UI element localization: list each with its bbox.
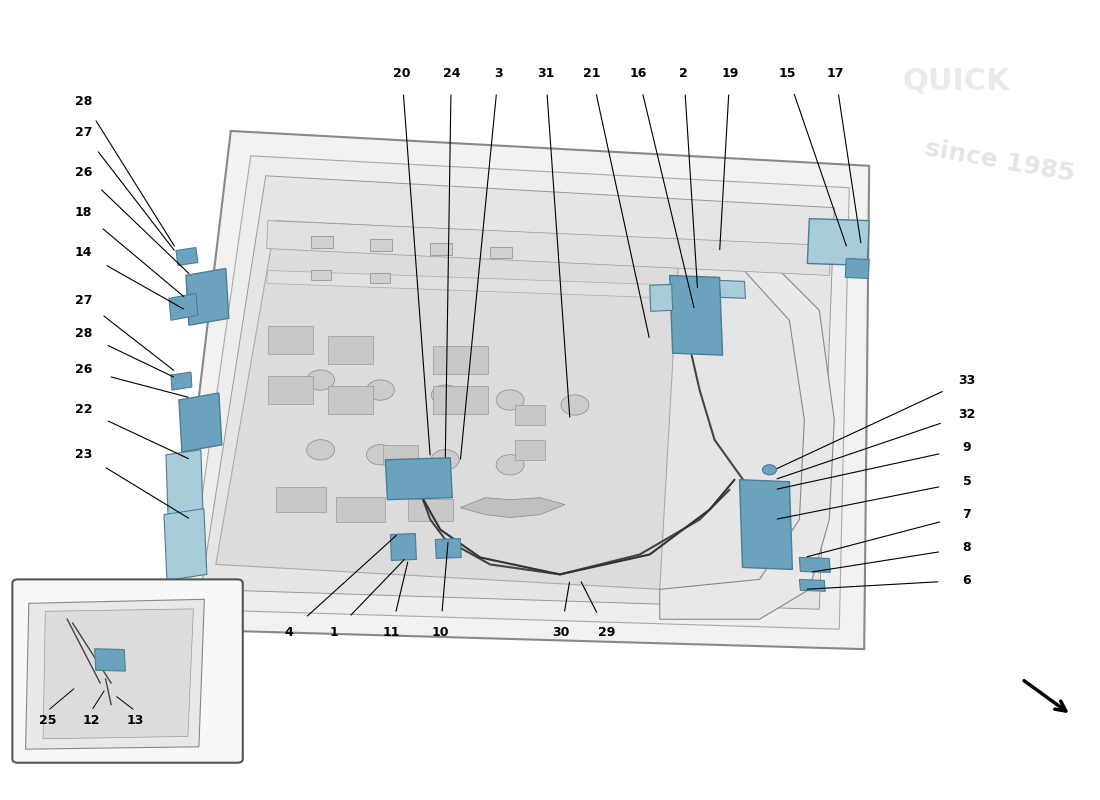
Circle shape [431,450,459,470]
Bar [310,235,332,247]
Text: 13: 13 [126,714,144,727]
Text: 27: 27 [75,294,92,307]
Bar [491,246,513,258]
Polygon shape [266,221,832,275]
Polygon shape [266,270,680,298]
Bar [432,386,487,414]
Text: 4: 4 [285,626,294,639]
Circle shape [496,454,524,475]
Text: 20: 20 [393,66,410,80]
Text: 18: 18 [75,206,92,219]
Text: 22: 22 [75,403,92,416]
Text: 11: 11 [382,626,399,639]
FancyBboxPatch shape [12,579,243,762]
Bar [268,326,313,354]
Polygon shape [170,372,191,390]
Circle shape [366,380,395,400]
Polygon shape [807,218,869,266]
Text: 3: 3 [494,66,503,80]
Text: 28: 28 [75,327,92,340]
Bar [515,405,544,425]
Text: 2: 2 [680,66,689,80]
Text: 12: 12 [82,714,100,727]
Bar [371,274,390,283]
Text: 33: 33 [958,374,976,386]
Text: 6: 6 [962,574,971,586]
Text: 15: 15 [779,66,795,80]
Text: 27: 27 [75,126,92,139]
Bar [276,487,326,512]
Polygon shape [660,241,834,619]
Circle shape [431,385,459,405]
Polygon shape [216,221,680,590]
Circle shape [496,390,524,410]
Bar [430,242,452,254]
Text: QUICK: QUICK [902,66,1010,96]
Text: 26: 26 [75,166,92,179]
Polygon shape [43,609,194,739]
Polygon shape [845,258,869,278]
Polygon shape [95,649,125,671]
Bar [268,376,313,404]
Text: 28: 28 [75,94,92,107]
Polygon shape [385,458,452,500]
Text: 23: 23 [75,448,92,461]
Bar [328,336,373,364]
Text: since 1985: since 1985 [472,470,672,570]
Text: 5: 5 [962,475,971,488]
Bar [310,270,331,281]
Circle shape [366,445,395,465]
Text: 31: 31 [537,66,554,80]
Text: 14: 14 [75,246,92,259]
Polygon shape [800,579,825,591]
Text: 17: 17 [826,66,844,80]
Bar [336,497,385,522]
Text: 32: 32 [958,408,976,421]
Bar [328,386,373,414]
Circle shape [307,440,334,460]
Polygon shape [166,450,202,514]
Bar [371,238,393,250]
Text: 8: 8 [962,541,971,554]
Text: 16: 16 [629,66,647,80]
Polygon shape [800,558,830,572]
Text: 30: 30 [552,626,570,639]
Bar [515,440,544,460]
Bar [432,346,487,374]
Text: 19: 19 [722,66,738,80]
Text: 9: 9 [962,442,971,454]
Polygon shape [201,176,834,610]
Circle shape [762,465,777,475]
Polygon shape [670,275,723,355]
Bar [383,445,418,465]
Circle shape [307,370,334,390]
Text: 24: 24 [442,66,460,80]
Polygon shape [186,156,849,630]
Text: 26: 26 [75,363,92,376]
Bar [408,498,453,521]
Polygon shape [390,534,416,561]
Text: 29: 29 [598,626,616,639]
Text: 1: 1 [330,626,338,639]
Polygon shape [460,498,565,518]
Polygon shape [176,247,198,266]
Text: 25: 25 [39,714,56,727]
Circle shape [561,395,588,415]
Text: 10: 10 [431,626,449,639]
Text: 7: 7 [962,508,971,522]
Polygon shape [164,509,207,580]
Polygon shape [650,285,673,311]
Text: 21: 21 [583,66,601,80]
Polygon shape [186,269,229,326]
Polygon shape [169,294,198,320]
Text: a passion for: a passion for [353,382,593,497]
Polygon shape [179,393,222,452]
Polygon shape [25,599,205,749]
Text: since 1985: since 1985 [923,136,1077,186]
Polygon shape [719,281,746,298]
Polygon shape [739,480,792,570]
Polygon shape [436,538,461,558]
Polygon shape [170,131,869,649]
